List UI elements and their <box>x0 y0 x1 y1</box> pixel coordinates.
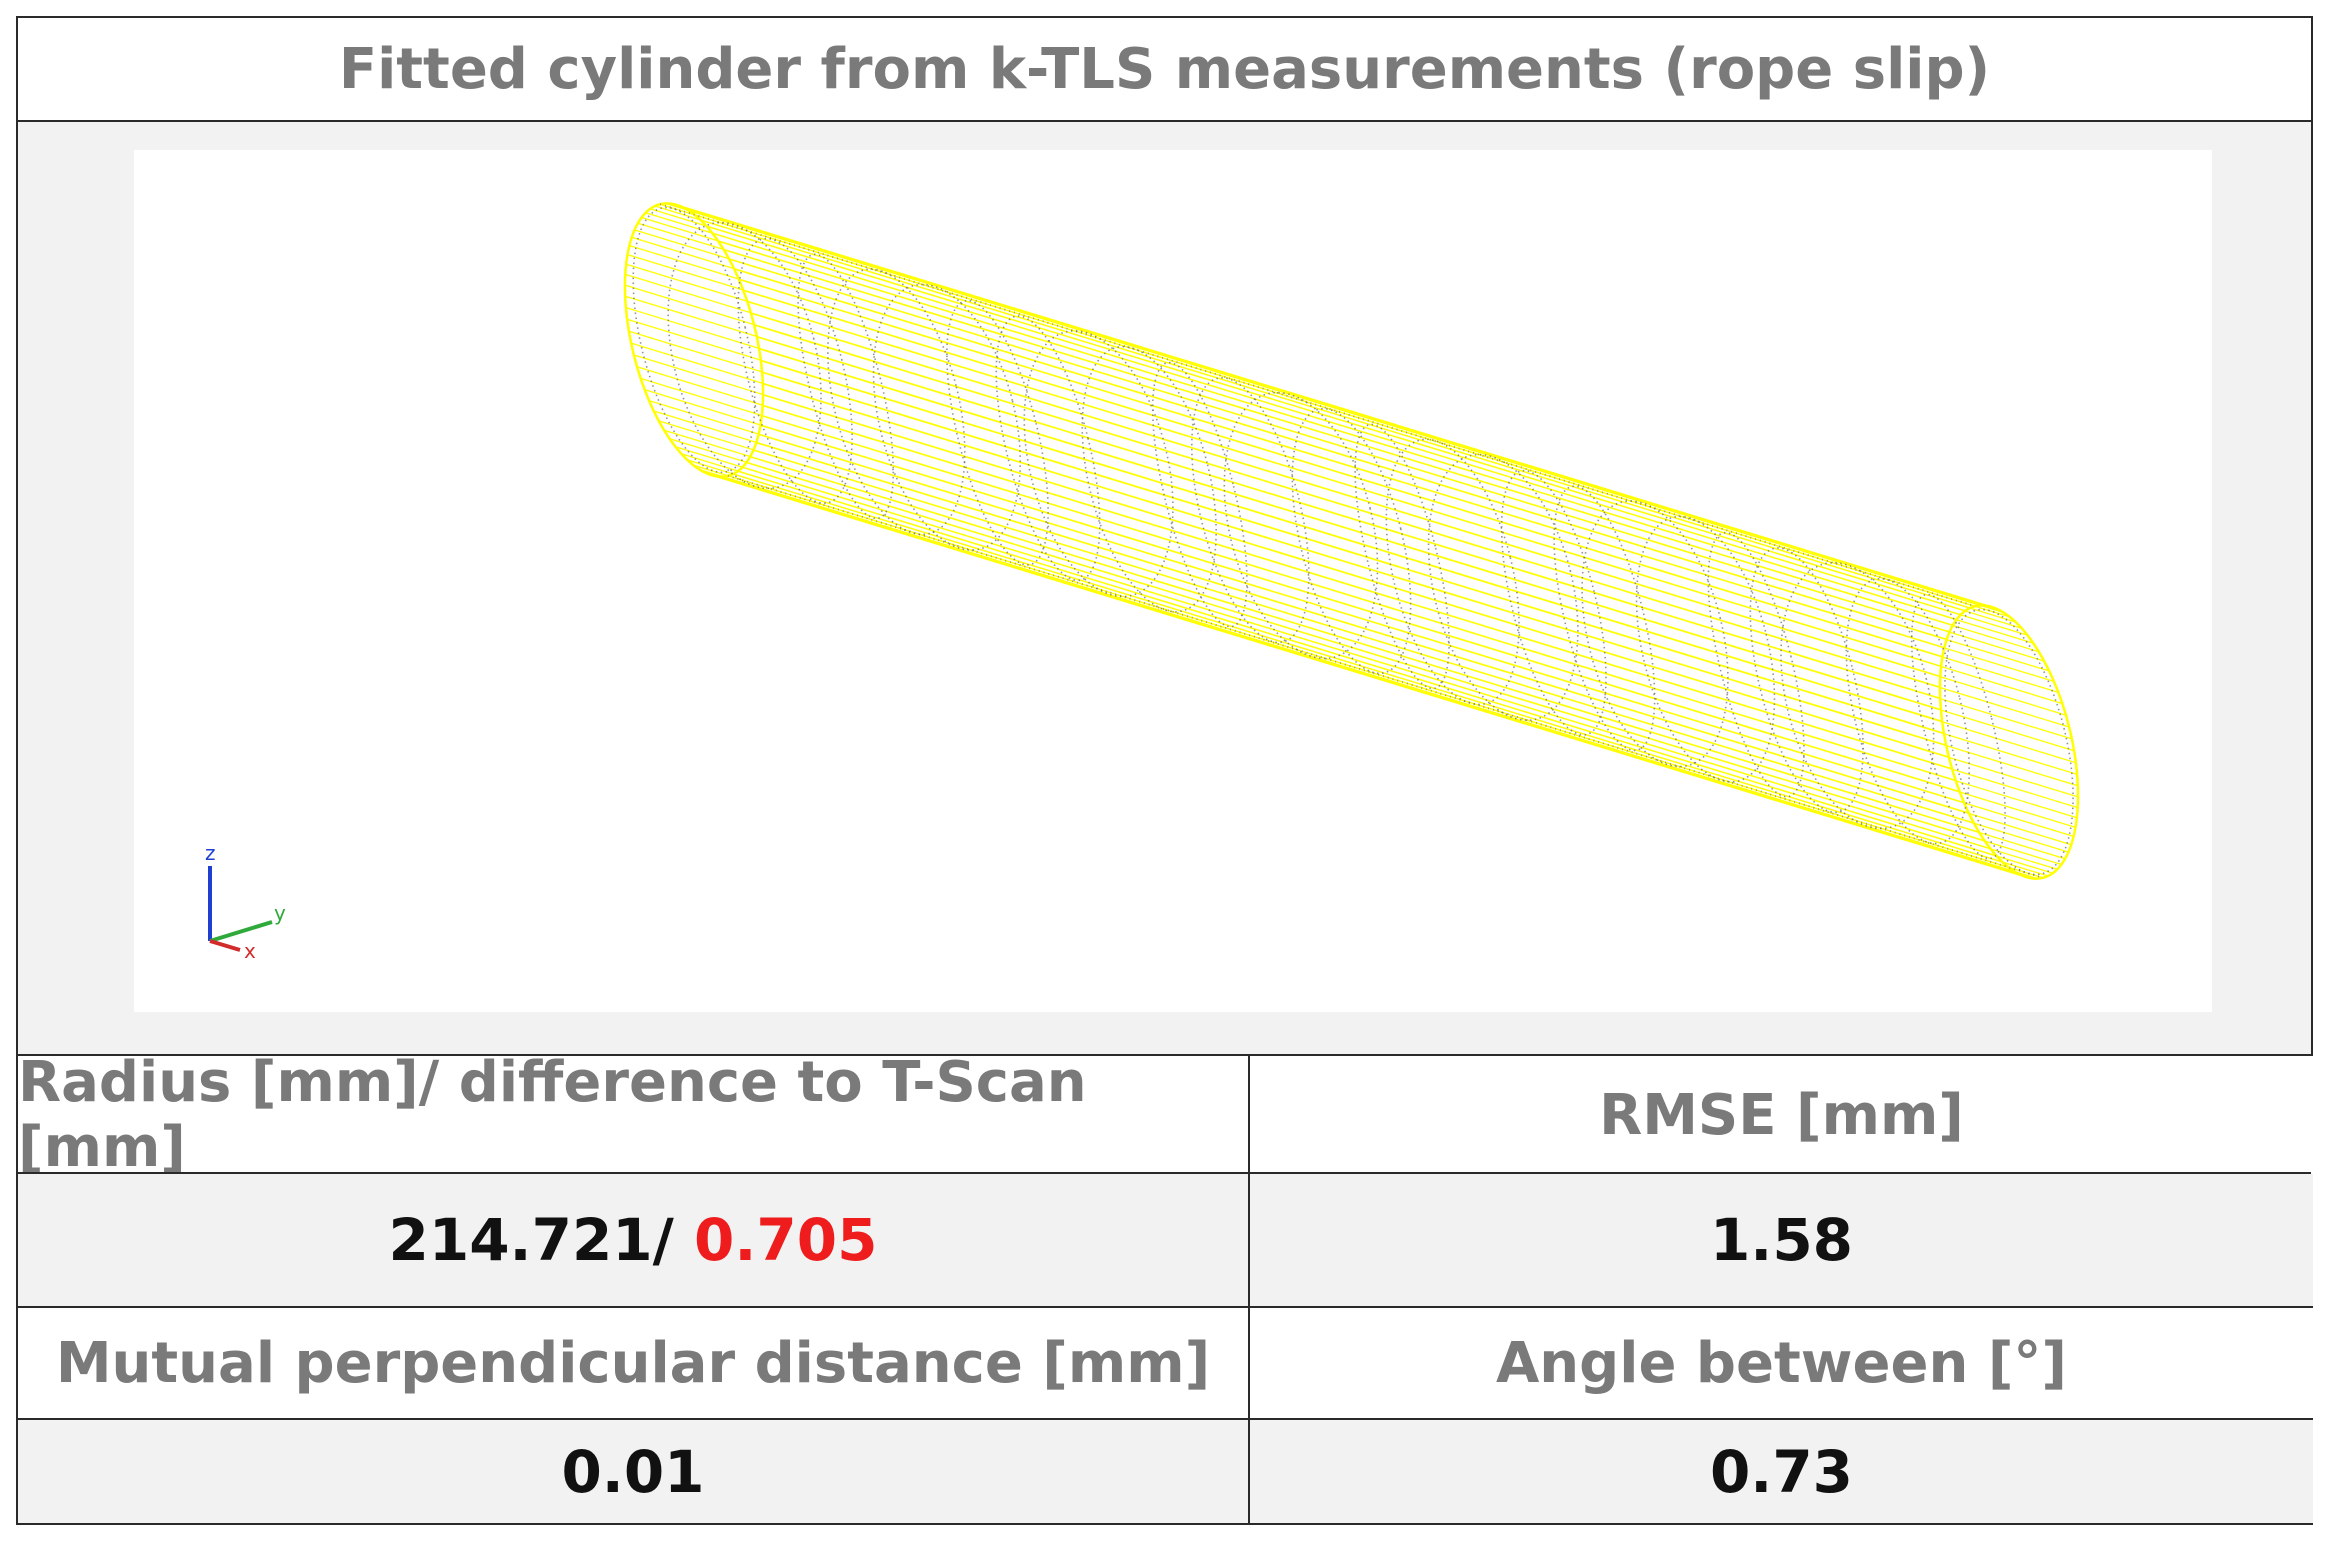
cylinder-generatrix <box>648 399 1965 804</box>
cylinder-generatrix <box>706 225 2022 629</box>
cylinder-generatrix <box>658 420 1974 824</box>
distance-value: 0.01 <box>561 1437 705 1506</box>
figure-frame: Fitted cylinder from k-TLS measurements … <box>16 16 2313 1525</box>
cylinder-generatrix <box>682 206 1998 610</box>
radius-value: 214.721/ <box>388 1206 695 1274</box>
point-cloud-ring <box>1023 330 1174 598</box>
y-axis-line <box>209 920 273 943</box>
rmse-header: RMSE [mm] <box>1599 1082 1964 1148</box>
distance-header-cell: Mutual perpendicular distance [mm] <box>18 1308 1248 1418</box>
cylinder-generatrix <box>729 258 2045 662</box>
cylinder-generatrix <box>644 388 1960 793</box>
x-axis-line <box>209 939 241 952</box>
point-cloud-silhouette <box>659 203 1976 608</box>
cylinder-wire-lines <box>623 202 2080 880</box>
cylinder-generatrix <box>705 472 2021 876</box>
radius-header-cell: Radius [mm]/ difference to T-Scan [mm] <box>18 1050 1248 1180</box>
point-cloud-ring <box>667 221 822 490</box>
point-cloud-viewport: z y x <box>134 150 2212 1012</box>
point-cloud-ring <box>1190 376 1310 644</box>
y-axis-label: y <box>274 901 286 925</box>
distance-header: Mutual perpendicular distance [mm] <box>55 1330 1211 1396</box>
point-cloud-ring <box>1354 423 1450 690</box>
cylinder-generatrix <box>633 354 1949 758</box>
angle-header: Angle between [°] <box>1495 1330 2068 1396</box>
point-cloud-ring <box>797 253 895 520</box>
point-cloud-ring <box>1780 561 1935 830</box>
column-divider <box>1248 1056 1250 1523</box>
cylinder-generatrix <box>693 464 2009 868</box>
point-cloud-silhouette <box>727 474 2044 879</box>
rmse-header-cell: RMSE [mm] <box>1250 1056 2313 1174</box>
image-panel: z y x <box>18 122 2311 1056</box>
point-cloud-ring <box>1553 485 1656 752</box>
rmse-value: 1.58 <box>1709 1206 1854 1274</box>
cylinder-generatrix <box>636 366 1953 770</box>
x-axis-label: x <box>244 939 256 963</box>
cylinder-generatrix <box>747 300 2063 705</box>
row-divider <box>18 1306 2311 1308</box>
cylinder-generatrix <box>624 284 1941 688</box>
fitted-cylinder-wireframe: z y x <box>205 202 2080 963</box>
results-table: Radius [mm]/ difference to T-Scan [mm] R… <box>18 1050 2313 1523</box>
z-axis-label: z <box>205 841 216 865</box>
axes-icon: z y x <box>205 841 286 963</box>
point-cloud-ring <box>995 315 1101 582</box>
row-divider <box>18 1172 2311 1174</box>
point-cloud-ring <box>1581 500 1729 768</box>
point-cloud-ring <box>632 206 756 474</box>
cylinder-generatrix <box>626 318 1943 722</box>
cylinder-generatrix <box>738 278 2055 683</box>
figure-title: Fitted cylinder from k-TLS measurements … <box>18 18 2311 122</box>
cylinder-generatrix <box>669 438 1985 842</box>
cylinder-generatrix <box>675 446 1991 850</box>
point-cloud-ring <box>1635 515 1776 783</box>
point-cloud-ring <box>1707 531 1805 798</box>
cylinder-generatrix <box>688 209 2004 614</box>
cylinder-generatrix <box>734 268 2050 672</box>
point-cloud-ring <box>737 237 853 504</box>
cylinder-generatrix <box>625 295 1941 699</box>
rmse-value-cell: 1.58 <box>1250 1174 2313 1306</box>
cylinder-generatrix <box>712 232 2028 636</box>
point-cloud-ring <box>1223 391 1379 660</box>
angle-value-cell: 0.73 <box>1250 1420 2313 1523</box>
cylinder-generatrix <box>723 249 2040 653</box>
radius-value-cell: 214.721/ 0.705 <box>18 1174 1248 1306</box>
point-cloud-ring <box>1845 577 1971 845</box>
cylinder-generatrix <box>750 312 2067 716</box>
cylinder-generatrix <box>687 459 2003 863</box>
point-cloud-ring <box>1500 469 1607 736</box>
distance-value-cell: 0.01 <box>18 1420 1248 1523</box>
cylinder-generatrix <box>743 289 2059 694</box>
point-cloud-ring <box>1291 407 1412 675</box>
point-cloud-ring <box>1944 608 2074 876</box>
radius-header: Radius [mm]/ difference to T-Scan [mm] <box>18 1050 1087 1180</box>
angle-value: 0.73 <box>1709 1437 1854 1506</box>
cylinder-generatrix <box>653 410 1969 814</box>
row-divider <box>18 1418 2311 1420</box>
point-cloud-ring <box>1910 593 2006 860</box>
cylinder-generatrix <box>640 377 1956 782</box>
angle-header-cell: Angle between [°] <box>1250 1308 2313 1418</box>
point-cloud-ring <box>1427 453 1579 722</box>
difference-value: 0.705 <box>694 1206 878 1274</box>
cylinder-generatrix <box>681 453 1997 857</box>
cylinder-generatrix <box>630 342 1947 746</box>
cylinder-generatrix <box>699 468 2015 873</box>
point-cloud-ring <box>827 268 966 536</box>
point-cloud-ring <box>946 299 1049 566</box>
point-cloud-dots <box>632 203 2074 879</box>
cylinder-generatrix <box>628 330 1945 734</box>
cylinder-generatrix <box>700 219 2016 623</box>
cylinder-generatrix <box>663 429 1980 833</box>
cylinder-generatrix <box>718 240 2034 644</box>
